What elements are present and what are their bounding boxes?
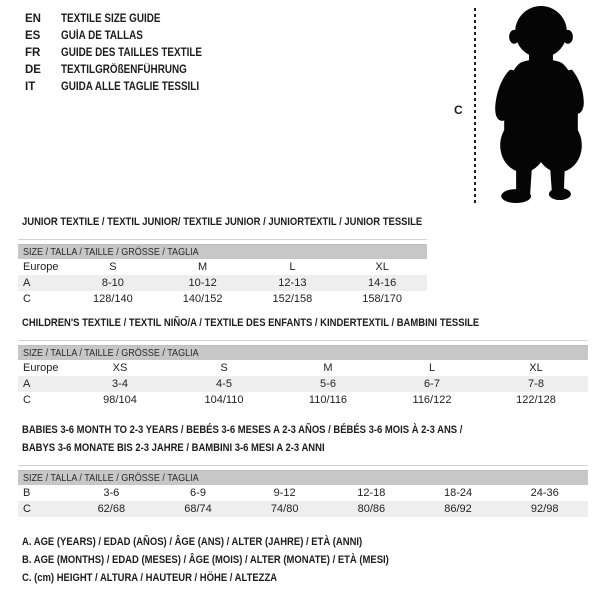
table-cell: 3-6	[103, 487, 120, 499]
language-code: ES	[25, 30, 41, 42]
legend-footnotes: A. AGE (YEARS) / EDAD (AÑOS) / ÂGE (ANS)…	[22, 533, 449, 587]
row-label: Europe	[23, 261, 59, 273]
table-cell: 128/140	[92, 293, 133, 305]
table-row: C 98/104 104/110 110/116 116/122 122/128	[18, 392, 588, 408]
table-cell: 68/74	[184, 503, 212, 515]
table-cell: 6-9	[190, 487, 206, 499]
table-cell: L	[289, 261, 296, 273]
list-item: IT GUIDA ALLE TAGLIE TESSILI	[25, 79, 225, 96]
table-row: A 3-4 4-5 5-6 6-7 7-8	[18, 376, 588, 392]
size-header-bar: SIZE / TALLA / TAILLE / GRÖSSE / TAGLIA	[18, 244, 427, 259]
table-row: Europe XS S M L XL	[18, 360, 588, 376]
table-cell: 9-12	[273, 487, 296, 499]
guide-title-es: GUÍA DE TALLAS	[61, 30, 143, 42]
table-cell: 18-24	[443, 487, 473, 499]
table-cell: 116/122	[412, 394, 452, 406]
size-header-bar: SIZE / TALLA / TAILLE / GRÖSSE / TAGLIA	[18, 345, 588, 360]
table-cell: 12-13	[278, 277, 307, 289]
baby-silhouette-icon	[486, 4, 596, 213]
height-dashed-line	[474, 8, 476, 206]
section-title: JUNIOR TEXTILE / TEXTIL JUNIOR/ TEXTILE …	[22, 216, 423, 228]
list-item: EN TEXTILE SIZE GUIDE	[25, 11, 225, 28]
babies-size-table: SIZE / TALLA / TAILLE / GRÖSSE / TAGLIA …	[18, 465, 588, 517]
table-cell: S	[109, 261, 117, 273]
table-cell: 8-10	[101, 277, 124, 289]
language-code: EN	[25, 13, 41, 25]
table-cell: 140/152	[182, 293, 223, 305]
table-row: A 8-10 10-12 12-13 14-16	[18, 275, 427, 291]
table-cell: 6-7	[424, 378, 440, 390]
size-header-label: SIZE / TALLA / TAILLE / GRÖSSE / TAGLIA	[23, 347, 199, 359]
guide-title-it: GUIDA ALLE TAGLIE TESSILI	[61, 81, 200, 93]
row-label: Europe	[23, 362, 59, 374]
language-guide-list: EN TEXTILE SIZE GUIDE ES GUÍA DE TALLAS …	[25, 11, 225, 96]
list-item: FR GUIDE DES TAILLES TEXTILE	[25, 45, 225, 62]
table-cell: 98/104	[103, 394, 137, 406]
table-row: C 62/68 68/74 74/80 80/86 86/92 92/98	[18, 501, 588, 517]
table-cell: M	[323, 362, 333, 374]
table-cell: 104/110	[204, 394, 244, 406]
table-cell: 3-4	[112, 378, 128, 390]
table-cell: 4-5	[216, 378, 232, 390]
table-row: Europe S M L XL	[18, 259, 427, 275]
row-label: C	[23, 394, 31, 406]
table-cell: 80/86	[357, 503, 386, 515]
table-cell: L	[428, 362, 436, 374]
row-label: B	[23, 487, 31, 499]
table-cell: XL	[375, 261, 389, 273]
section-title: CHILDREN'S TEXTILE / TEXTIL NIÑO/A / TEX…	[22, 317, 480, 329]
list-item: DE TEXTILGRÖßENFÜHRUNG	[25, 62, 225, 79]
row-label: A	[23, 277, 31, 289]
section-title-line1: BABIES 3-6 MONTH TO 2-3 YEARS / BEBÉS 3-…	[22, 424, 463, 436]
size-header-label: SIZE / TALLA / TAILLE / GRÖSSE / TAGLIA	[23, 246, 199, 258]
table-cell: 92/98	[530, 503, 559, 515]
table-cell: M	[198, 261, 208, 273]
junior-size-table: SIZE / TALLA / TAILLE / GRÖSSE / TAGLIA …	[18, 239, 427, 307]
section-children-textile: CHILDREN'S TEXTILE / TEXTIL NIÑO/A / TEX…	[18, 313, 588, 408]
section-title-line2: BABYS 3-6 MONATE BIS 2-3 JAHRE / BAMBINI…	[22, 442, 325, 454]
table-cell: 14-16	[368, 277, 397, 289]
table-cell: XS	[112, 362, 128, 374]
table-cell: 10-12	[188, 277, 217, 289]
table-row: C 128/140 140/152 152/158 158/170	[18, 291, 427, 307]
table-cell: 74/80	[270, 503, 299, 515]
list-item: ES GUÍA DE TALLAS	[25, 28, 225, 45]
table-cell: 24-36	[530, 487, 559, 499]
section-junior-textile: JUNIOR TEXTILE / TEXTIL JUNIOR/ TEXTILE …	[18, 212, 487, 307]
table-cell: S	[220, 362, 228, 374]
footnote-age-months: B. AGE (MONTHS) / EDAD (MESES) / ÂGE (MO…	[22, 554, 389, 566]
guide-title-fr: GUIDE DES TAILLES TEXTILE	[61, 47, 203, 59]
language-code: IT	[25, 81, 36, 93]
table-cell: 7-8	[528, 378, 544, 390]
guide-title-de: TEXTILGRÖßENFÜHRUNG	[61, 64, 187, 76]
table-cell: 5-6	[320, 378, 336, 390]
language-code: DE	[25, 64, 41, 76]
table-cell: 110/116	[308, 394, 348, 406]
table-cell: 86/92	[444, 503, 472, 515]
table-row: B 3-6 6-9 9-12 12-18 18-24 24-36	[18, 485, 588, 501]
table-cell: 152/158	[272, 293, 313, 305]
size-header-label: SIZE / TALLA / TAILLE / GRÖSSE / TAGLIA	[23, 472, 199, 484]
language-code: FR	[25, 47, 41, 59]
children-size-table: SIZE / TALLA / TAILLE / GRÖSSE / TAGLIA …	[18, 340, 588, 408]
row-label: C	[23, 503, 31, 515]
guide-title-en: TEXTILE SIZE GUIDE	[61, 13, 161, 25]
row-label: A	[23, 378, 31, 390]
table-cell: XL	[529, 362, 543, 374]
table-cell: 62/68	[97, 503, 126, 515]
footnote-age-years: A. AGE (YEARS) / EDAD (AÑOS) / ÂGE (ANS)…	[22, 536, 363, 548]
table-cell: 158/170	[362, 293, 402, 305]
height-measure-label: C	[454, 103, 463, 117]
section-babies-textile: BABIES 3-6 MONTH TO 2-3 YEARS / BEBÉS 3-…	[18, 420, 600, 517]
size-header-bar: SIZE / TALLA / TAILLE / GRÖSSE / TAGLIA	[18, 470, 588, 485]
table-cell: 12-18	[357, 487, 386, 499]
table-cell: 122/128	[516, 394, 556, 406]
footnote-height-cm: C. (cm) HEIGHT / ALTURA / HAUTEUR / HÖHE…	[22, 572, 278, 584]
row-label: C	[23, 293, 31, 305]
